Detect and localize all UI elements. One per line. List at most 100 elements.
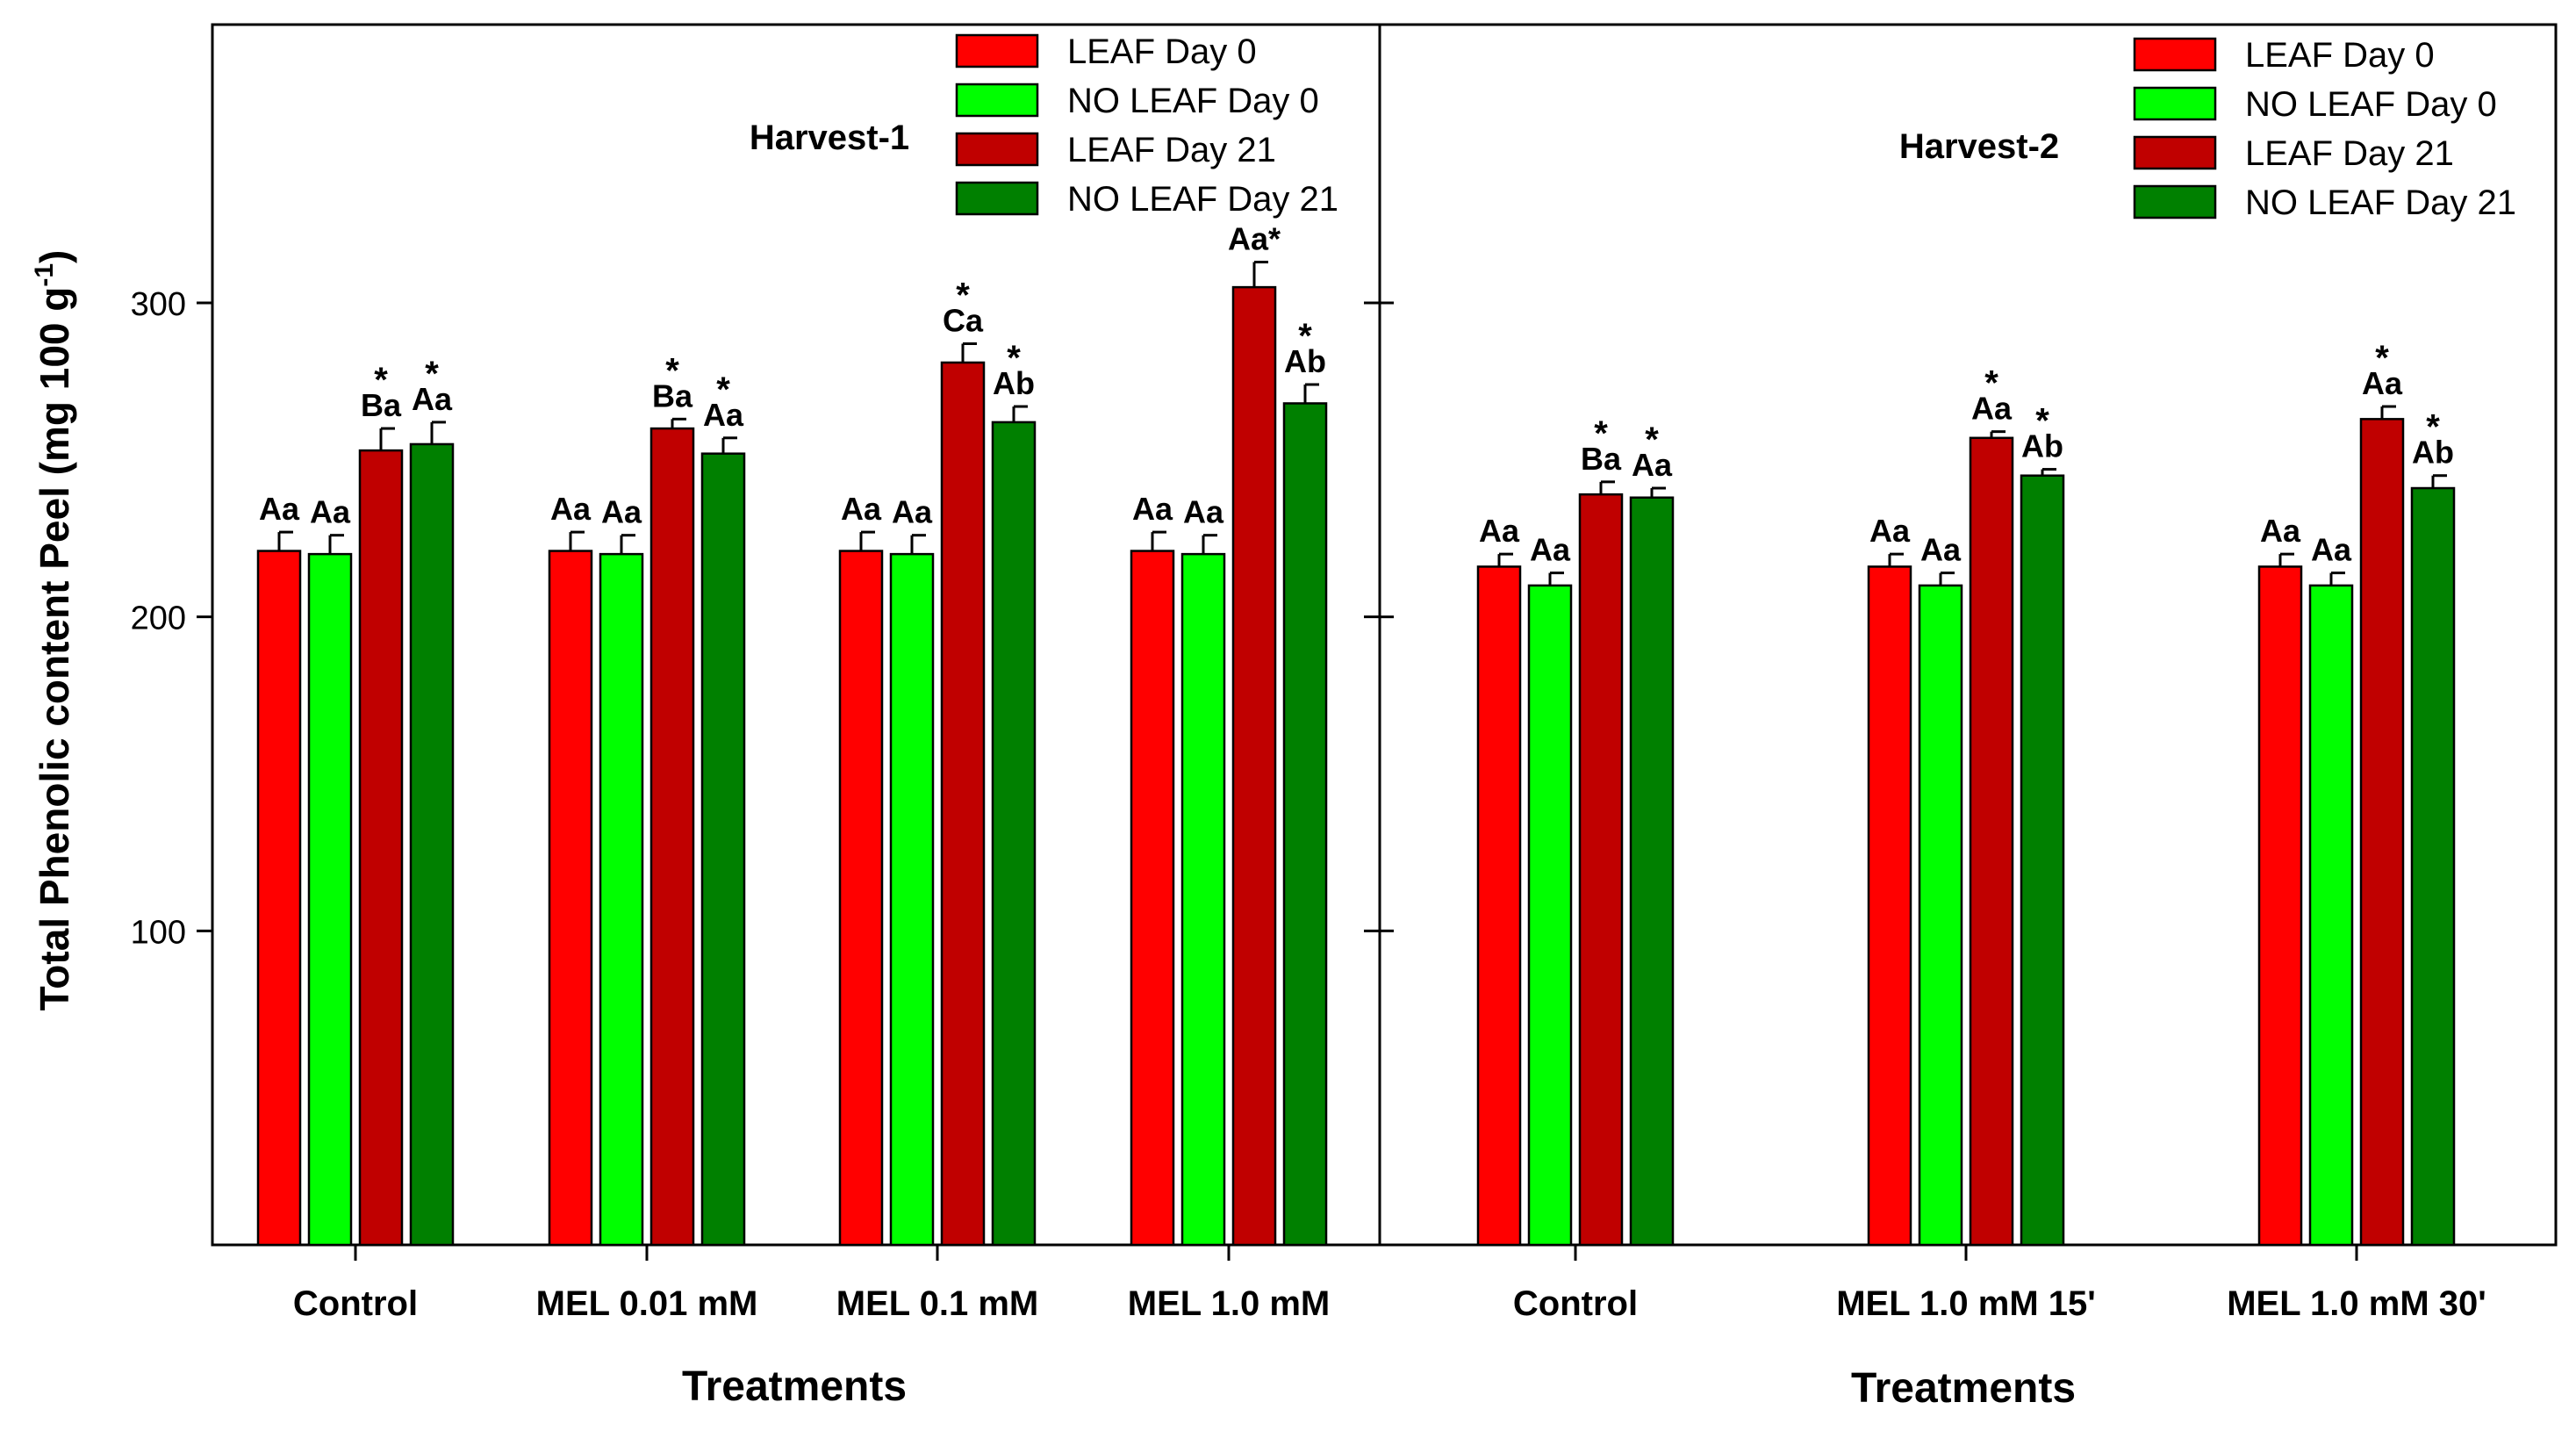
bar-group: Aa* [409,355,455,1247]
bar-group: Aa [548,491,593,1247]
legend-label: NO LEAF Day 21 [1067,180,1338,219]
bar [2359,418,2405,1247]
bar [409,442,455,1247]
legend-swatch [955,83,1039,118]
bar-letter-label: Aa [1132,491,1173,527]
x-tick-label: MEL 0.01 mM [536,1284,758,1323]
x-axis-1: Control MEL 0.01 mM MEL 0.1 mM MEL 1.0 mM [293,1245,1330,1323]
x-axis-label: Treatments [1851,1365,2076,1412]
x-tick-label: MEL 1.0 mM 30' [2227,1284,2486,1323]
bar [1867,565,1912,1247]
bar-letter-label: Aa [412,381,453,417]
bar [2020,474,2065,1247]
bar-letter-label: Aa [2362,365,2403,401]
bar [548,550,593,1247]
bar-letter-label: Ba [361,387,402,423]
bar [1231,285,1277,1247]
legend-label: LEAF Day 0 [2245,36,2435,75]
y-tick-label: 100 [131,914,186,951]
significance-star: * [956,276,970,314]
x-axis-label: Treatments [682,1363,907,1410]
bar-group: Ca* [940,276,986,1247]
significance-star: * [1645,421,1659,459]
bar-letter-label: Aa [1183,494,1224,530]
significance-star: * [2375,339,2389,378]
panel-title: Harvest-1 [750,119,909,157]
bar-letter-label: Ab [2412,435,2454,471]
bar-letter-label: Aa [550,491,592,527]
significance-star: * [665,351,679,390]
bar-group: Aa* [1228,221,1281,1247]
bar-letter-label: Ba [652,378,693,413]
y-axis-1: 100 200 300 [131,286,212,951]
bar-group: Aa [2257,513,2303,1247]
bar-group: Aa [1527,532,1573,1247]
x-axis-2: Control MEL 1.0 mM 15' MEL 1.0 mM 30' [1513,1245,2486,1323]
bar-letter-label: Aa [2311,532,2352,568]
bar [599,552,644,1247]
bar [700,452,746,1247]
bar-letter-label: Aa [310,494,351,530]
bar [1130,550,1175,1247]
bar [307,552,353,1247]
bar-letter-label: Aa* [1228,221,1281,257]
bar-group: Aa [1918,532,1963,1247]
bar-group: Aa [1867,513,1912,1247]
bar-letter-label: Aa [259,491,300,527]
bar [1969,436,2014,1247]
bar-group: Aa [307,494,353,1247]
bar [1282,402,1328,1247]
legend-1: LEAF Day 0 NO LEAF Day 0 LEAF Day 21 NO LEA… [955,32,1338,219]
bar-letter-label: Aa [2260,513,2301,549]
bar [1578,493,1624,1247]
x-tick-label: MEL 1.0 mM [1128,1284,1330,1323]
significance-star: * [2426,408,2440,447]
x-tick-label: MEL 0.1 mM [836,1284,1038,1323]
significance-star: * [1007,339,1021,378]
bar-group: Ab* [1282,317,1328,1247]
bar-group: Aa [1180,494,1226,1247]
significance-star: * [374,361,388,399]
bar-letter-label: Ab [2021,428,2063,464]
legend-layer: LEAF Day 0 NO LEAF Day 0 LEAF Day 21 NO LEA… [955,32,2516,222]
bar-letter-label: Aa [1920,532,1962,568]
significance-star: * [425,355,439,393]
bar-group: Aa [599,494,644,1247]
legend-swatch [955,132,1039,167]
legend-label: LEAF Day 0 [1067,32,1257,71]
bar-group: Aa [256,491,302,1247]
bar-group: Aa* [1969,364,2014,1247]
bar-group: Aa [2308,532,2354,1247]
bar-letter-label: Aa [1479,513,1520,549]
bar [256,550,302,1247]
x-tick-label: Control [293,1284,418,1323]
bar-letter-label: Ba [1581,441,1622,477]
bar [940,361,986,1247]
bar-group: Aa* [1629,421,1675,1247]
bar-group: Ab* [2020,402,2065,1247]
panel-title: Harvest-2 [1899,127,2059,166]
bar [1180,552,1226,1247]
y-axis-label: Total Phenolic content Peel (mg 100 g-1) [30,250,77,1011]
bar-letter-label: Ab [993,365,1035,401]
bar-letter-label: Aa [892,494,933,530]
legend-label: NO LEAF Day 21 [2245,183,2516,222]
bar-group: Aa [1476,513,1522,1247]
significance-star: * [1594,414,1608,453]
bar [889,552,935,1247]
legend-label: NO LEAF Day 0 [1067,82,1319,120]
legend-swatch [2133,135,2217,170]
legend-swatch [2133,184,2217,219]
bar [838,550,884,1247]
bar-group: Ba* [1578,414,1624,1247]
bar-group: Ab* [2410,408,2456,1247]
bar [649,427,695,1247]
bar-group: Aa* [700,370,746,1247]
plot-frames [211,23,2558,1247]
bar [1629,496,1675,1247]
y-tick-label: 200 [131,600,186,637]
bar [358,449,404,1247]
